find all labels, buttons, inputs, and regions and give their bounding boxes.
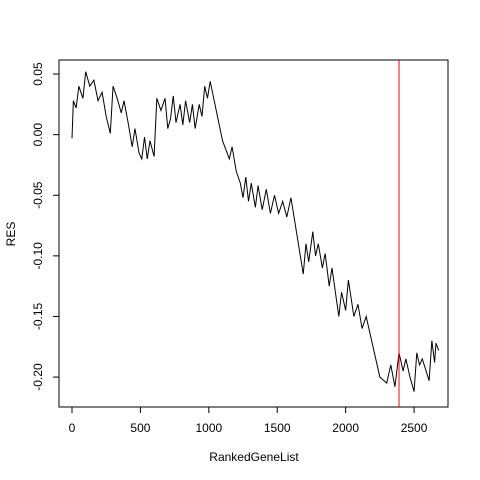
line-series xyxy=(71,71,440,392)
x-tick-label: 2500 xyxy=(401,421,428,435)
x-tick-label: 1000 xyxy=(195,421,222,435)
y-tick-label: 0.00 xyxy=(31,123,45,147)
x-tick-label: 0 xyxy=(69,421,76,435)
x-tick-label: 1500 xyxy=(264,421,291,435)
y-tick-label: -0.05 xyxy=(31,181,45,209)
x-tick-label: 2000 xyxy=(332,421,359,435)
x-tick-label: 500 xyxy=(130,421,150,435)
y-tick-label: -0.15 xyxy=(31,302,45,330)
y-tick-label: -0.20 xyxy=(31,363,45,391)
y-axis-label: RES xyxy=(4,222,18,247)
y-tick-label: -0.10 xyxy=(31,242,45,270)
x-axis-label: RankedGeneList xyxy=(209,450,299,464)
plot-frame xyxy=(58,59,449,408)
y-tick-label: 0.05 xyxy=(31,62,45,86)
